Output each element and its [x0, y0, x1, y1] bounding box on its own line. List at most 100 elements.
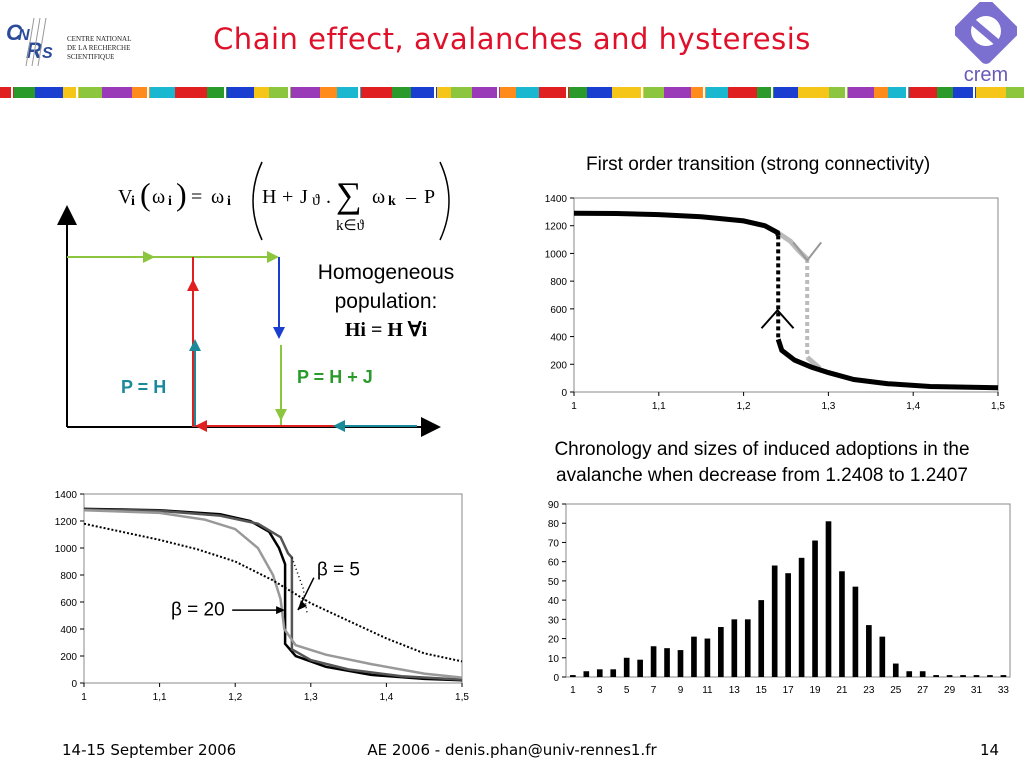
chart-first-order-transition: 0 200 400 600 800 1000 1200 1400 1 1,1 1,2 1,3 1,4 1,…: [545, 194, 1006, 412]
chrono-x-tick-label: 7: [651, 685, 657, 696]
chrono-bar: [623, 657, 630, 677]
chrono-bar: [879, 636, 886, 677]
banner-segment: [728, 87, 757, 98]
chrono-y-tick-label: 90: [548, 500, 560, 511]
transition-x-tick-label: 1,4: [906, 401, 920, 412]
potential-formula: V i ( ω i ) = ω i H + J ϑ . ∑ k∈ϑ ω k – …: [118, 156, 468, 246]
formula-P: P: [424, 186, 436, 208]
banner-segment: [63, 87, 79, 98]
banner-segment: [587, 87, 612, 98]
chrono-y-tick-label: 70: [548, 538, 560, 549]
banner-segment: [500, 87, 516, 98]
banner-segment: [706, 87, 728, 98]
transition-x-tick-label: 1,5: [991, 401, 1005, 412]
transition-series-down-tail: [775, 338, 999, 391]
arrow-green-down: [275, 409, 287, 421]
chrono-bar: [906, 671, 913, 677]
banner-gap: [288, 87, 290, 98]
banner-gap: [497, 87, 499, 98]
chart-beta-curves: 0 200 400 600 800 1000 1200 1400 1 1,1 1,2 1,3 1,4 1,…: [55, 490, 470, 703]
chrono-y-tick-label: 30: [548, 615, 560, 626]
banner-gap: [973, 87, 975, 98]
decorative-banner: [0, 87, 1024, 98]
chrono-bar: [610, 669, 617, 677]
caption-chronology: Chronology and sizes of induced adoption…: [500, 437, 1024, 489]
chrono-bar: [785, 573, 791, 677]
banner-gap: [434, 87, 436, 98]
banner-segment: [691, 87, 706, 98]
chrono-x-tick-label: 17: [783, 685, 795, 696]
chrono-bar: [798, 557, 805, 677]
banner-segment: [874, 87, 888, 98]
transition-series-down: [573, 210, 781, 237]
beta-y-tick-label: 0: [71, 679, 77, 690]
beta-series-4: [83, 522, 463, 663]
banner-gap: [845, 87, 847, 98]
svg-text:N: N: [18, 27, 30, 44]
chrono-x-tick-label: 29: [944, 685, 956, 696]
hysteresis-diagram: P = H P = H + J: [57, 205, 441, 437]
banner-segment: [472, 87, 500, 98]
label-p-equals-h: P = H: [121, 377, 166, 397]
crem-logo: crem: [955, 2, 1017, 84]
beta-x-tick-label: 1,3: [304, 692, 318, 703]
banner-segment: [798, 87, 829, 98]
slide-number: 14: [980, 741, 1000, 759]
beta-series-5: [291, 557, 308, 613]
beta-y-tick-label: 200: [60, 652, 77, 663]
chrono-bar: [946, 675, 953, 677]
chrono-x-tick-label: 19: [809, 685, 821, 696]
chrono-bar: [960, 675, 966, 677]
homogeneous-equation: Hi = H ∀i: [344, 319, 428, 341]
chrono-y-tick-label: 80: [548, 519, 560, 530]
beta-x-tick-label: 1: [81, 692, 87, 703]
banner-segment: [664, 87, 691, 98]
chrono-x-tick-label: 21: [836, 685, 848, 696]
chrono-y-tick-label: 10: [548, 654, 560, 665]
formula-theta: ϑ: [312, 192, 320, 209]
beta-y-tick-label: 1000: [55, 544, 78, 555]
banner-segment: [175, 87, 207, 98]
transition-y-tick-label: 1400: [545, 194, 568, 205]
footer-date: 14-15 September 2006: [62, 741, 237, 759]
beta-annotation-20-arrowhead: [276, 606, 286, 615]
chrono-y-tick-label: 0: [553, 673, 559, 684]
cnrs-line-3: SCIENTIFIQUE: [67, 53, 115, 61]
formula-omega: ω: [152, 186, 166, 208]
beta-x-tick-label: 1,5: [455, 692, 469, 703]
chrono-bar: [731, 619, 738, 677]
banner-segment: [150, 87, 175, 98]
arrow-teal-up: [189, 339, 201, 351]
banner-segment: [14, 87, 35, 98]
chrono-bar: [933, 675, 939, 677]
formula-sub-i-3: i: [227, 194, 231, 209]
caption-chronology-line-2: avalanche when decrease from 1.2408 to 1…: [556, 465, 968, 486]
arrow-red-up: [187, 279, 199, 291]
transition-y-tick-label: 800: [550, 277, 567, 288]
beta-series-1: [83, 507, 463, 682]
chrono-bar: [704, 638, 711, 677]
banner-segment: [269, 87, 291, 98]
banner-segment: [35, 87, 63, 98]
formula-V: V: [118, 186, 133, 208]
chrono-bar: [596, 669, 603, 677]
transition-arrow-down: [792, 241, 822, 262]
chrono-bar: [637, 659, 643, 677]
transition-x-tick-label: 1,1: [652, 401, 666, 412]
chrono-bar: [825, 521, 832, 677]
arrow-top-1: [143, 251, 155, 263]
banner-segment: [320, 87, 337, 98]
banner-segment: [757, 87, 774, 98]
cnrs-text: CENTRE NATIONAL DE LA RECHERCHE SCIENTIF…: [67, 35, 131, 62]
chrono-bar: [744, 619, 751, 677]
banner-segment: [644, 87, 664, 98]
banner-segment: [361, 87, 392, 98]
arrow-top-2: [267, 251, 279, 263]
banner-segment: [451, 87, 472, 98]
chrono-y-tick-label: 20: [548, 635, 560, 646]
banner-segment: [569, 87, 587, 98]
banner-segment: [909, 87, 937, 98]
chrono-y-tick-label: 60: [548, 558, 560, 569]
chrono-bar: [892, 663, 899, 677]
beta-annotation-5-arrowhead: [297, 600, 307, 611]
